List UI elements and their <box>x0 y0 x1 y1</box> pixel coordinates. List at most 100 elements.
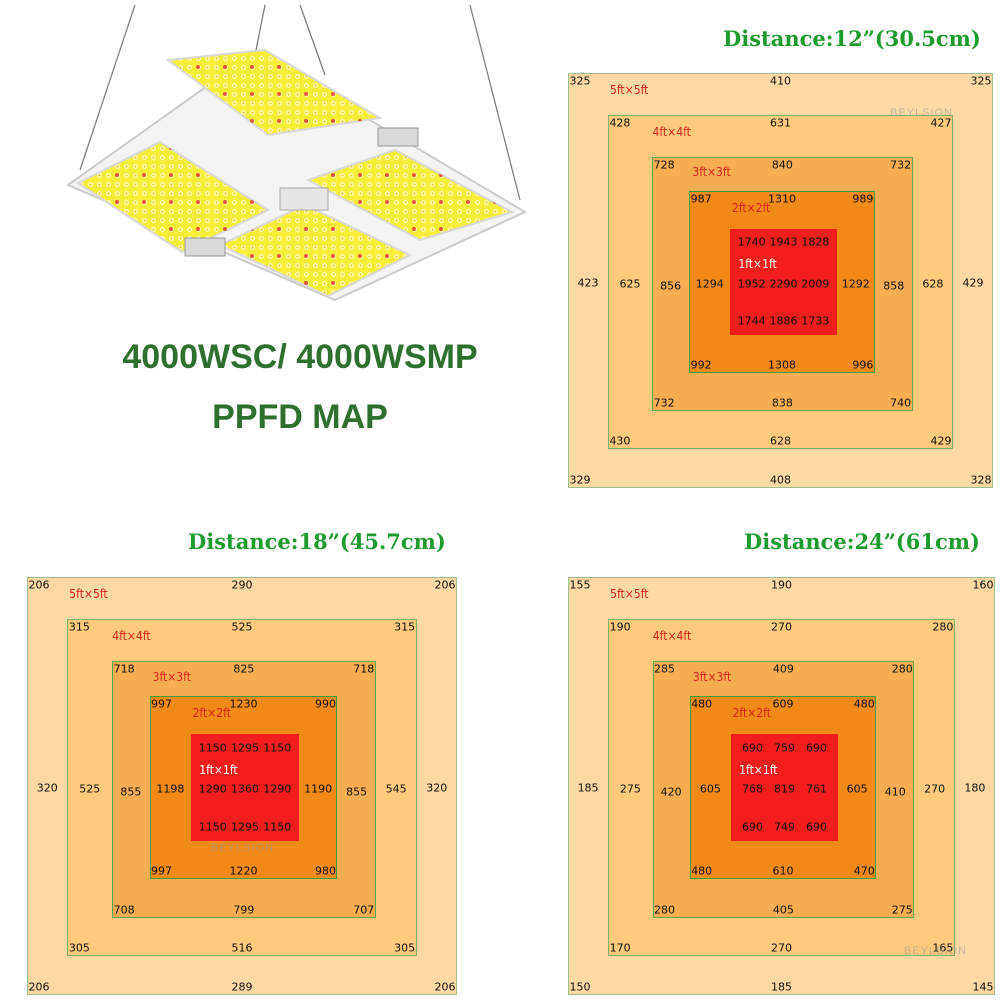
ppfd-value-zone-1ft-c: 2290 <box>769 277 798 291</box>
ppfd-value-zone-1ft-l: 1952 <box>737 277 766 291</box>
zone-label-zone-5ft: 5ft×5ft <box>609 83 649 98</box>
ppfd-value-zone-3ft-t: 825 <box>233 662 255 676</box>
ppfd-value-zone-2ft-br: 980 <box>314 864 336 878</box>
ppfd-value-zone-3ft-b: 799 <box>233 903 255 917</box>
distance-title-12in: Distance:12”(30.5cm) <box>723 26 981 51</box>
ppfd-value-zone-4ft-l: 525 <box>79 782 101 796</box>
ppfd-value-zone-4ft-tr: 315 <box>394 620 416 634</box>
ppfd-value-zone-3ft-br: 707 <box>353 903 375 917</box>
ppfd-value-zone-3ft-tl: 285 <box>654 662 676 676</box>
ppfd-value-zone-1ft-bl: 1744 <box>737 314 766 328</box>
ppfd-value-zone-5ft-bl: 150 <box>569 980 591 994</box>
led-board <box>220 205 410 296</box>
ppfd-value-zone-1ft-b: 1886 <box>769 314 798 328</box>
ppfd-value-zone-2ft-tr: 989 <box>852 192 874 206</box>
ppfd-value-zone-4ft-tl: 428 <box>609 116 631 129</box>
hanging-cable <box>254 4 266 56</box>
ppfd-value-zone-1ft-tr: 690 <box>806 741 827 755</box>
driver-box <box>279 187 329 211</box>
ppfd-value-zone-3ft-br: 275 <box>891 903 913 917</box>
lamp-frame <box>65 50 528 302</box>
ppfd-value-zone-2ft-br: 470 <box>853 864 875 878</box>
ppfd-value-zone-1ft-r: 2009 <box>801 277 830 291</box>
ppfd-value-zone-3ft-tr: 732 <box>890 158 912 172</box>
ppfd-value-zone-2ft-tl: 997 <box>151 697 173 711</box>
ppfd-value-zone-1ft-t: 1295 <box>231 741 259 755</box>
zone-label-zone-4ft: 4ft×4ft <box>652 125 691 140</box>
zone-1ft <box>191 733 299 842</box>
ppfd-value-zone-2ft-bl: 992 <box>690 358 712 372</box>
ppfd-value-zone-5ft-bl: 206 <box>28 980 50 994</box>
ppfd-value-zone-3ft-t: 409 <box>772 662 794 676</box>
ppfd-value-zone-5ft-r: 320 <box>426 781 448 795</box>
ppfd-value-zone-5ft-b: 289 <box>231 980 253 994</box>
ppfd-value-zone-4ft-l: 275 <box>619 782 641 796</box>
ppfd-value-zone-3ft-l: 420 <box>660 785 682 799</box>
ppfd-value-zone-1ft-br: 690 <box>806 820 827 834</box>
ppfd-map-24in: 155 190 160 185 180 150 185 145 5ft×5ft 190 270 280… <box>568 577 995 995</box>
ppfd-value-zone-4ft-bl: 170 <box>609 941 631 955</box>
ppfd-value-zone-2ft-bl: 997 <box>151 864 173 878</box>
ppfd-value-zone-3ft-bl: 732 <box>653 396 675 410</box>
ppfd-value-zone-2ft-t: 1310 <box>767 192 796 206</box>
ppfd-value-zone-3ft-br: 740 <box>890 396 912 410</box>
model-title: 4000WSC/ 4000WSMP <box>122 338 478 376</box>
zone-1ft <box>730 228 837 336</box>
distance-title-18in: Distance:18”(45.7cm) <box>188 529 446 554</box>
ppfd-value-zone-2ft-b: 1220 <box>229 864 258 878</box>
zone-label-zone-1ft: 1ft×1ft <box>739 762 778 777</box>
ppfd-value-zone-1ft-br: 1733 <box>801 314 830 328</box>
ppfd-value-zone-2ft-tl: 987 <box>690 192 712 206</box>
ppfd-value-zone-3ft-l: 855 <box>120 785 142 799</box>
ppfd-value-zone-2ft-tl: 480 <box>691 697 713 711</box>
ppfd-value-zone-4ft-l: 625 <box>619 277 641 291</box>
zone-label-zone-2ft: 2ft×2ft <box>732 705 771 720</box>
ppfd-value-zone-4ft-br: 165 <box>932 941 954 955</box>
ppfd-value-zone-2ft-tr: 990 <box>314 697 336 711</box>
ppfd-value-zone-5ft-bl: 329 <box>569 473 591 487</box>
ppfd-value-zone-5ft-tl: 155 <box>569 578 591 592</box>
ppfd-value-zone-4ft-br: 429 <box>930 434 952 448</box>
ppfd-value-zone-4ft-br: 305 <box>394 941 416 955</box>
ppfd-value-zone-5ft-l: 320 <box>36 781 58 795</box>
ppfd-value-zone-1ft-t: 759 <box>773 741 795 755</box>
grow-light-illustration <box>65 4 528 302</box>
driver-box <box>184 237 226 257</box>
ppfd-value-zone-4ft-b: 628 <box>770 434 791 448</box>
watermark-text: BEYLSION <box>211 842 275 854</box>
ppfd-value-zone-3ft-b: 405 <box>772 903 794 917</box>
ppfd-value-zone-1ft-tl: 1740 <box>737 235 766 249</box>
ppfd-value-zone-4ft-tr: 427 <box>930 116 952 129</box>
ppfd-value-zone-5ft-br: 328 <box>970 473 992 487</box>
ppfd-value-zone-5ft-l: 423 <box>577 276 599 289</box>
zone-label-zone-5ft: 5ft×5ft <box>69 587 108 602</box>
ppfd-value-zone-3ft-bl: 280 <box>654 903 676 917</box>
zone-label-zone-1ft: 1ft×1ft <box>199 762 238 777</box>
zone-label-zone-4ft: 4ft×4ft <box>112 629 151 644</box>
zone-1ft <box>731 733 838 842</box>
ppfd-value-zone-5ft-r: 180 <box>964 781 986 795</box>
ppfd-value-zone-5ft-b: 185 <box>771 980 792 994</box>
hanging-cable <box>469 4 521 201</box>
hanging-cable <box>299 4 326 76</box>
ppfd-value-zone-1ft-bl: 690 <box>741 820 763 834</box>
ppfd-value-zone-2ft-b: 1308 <box>767 358 796 372</box>
zone-label-zone-3ft: 3ft×3ft <box>692 670 732 685</box>
ppfd-value-zone-1ft-tr: 1828 <box>801 235 830 249</box>
ppfd-value-zone-5ft-br: 145 <box>972 980 994 994</box>
ppfd-value-zone-4ft-b: 516 <box>231 941 253 955</box>
ppfd-value-zone-1ft-b: 1295 <box>231 820 259 834</box>
ppfd-value-zone-1ft-tl: 690 <box>741 741 763 755</box>
watermark-text: BEYLSION <box>890 107 954 119</box>
ppfd-value-zone-3ft-tl: 728 <box>653 158 675 172</box>
ppfd-value-zone-2ft-l: 1294 <box>695 277 724 291</box>
ppfd-value-zone-1ft-l: 1290 <box>198 782 227 796</box>
ppfd-value-zone-5ft-tl: 206 <box>28 578 50 592</box>
ppfd-value-zone-1ft-r: 1290 <box>263 782 292 796</box>
ppfd-value-zone-3ft-b: 838 <box>771 396 793 410</box>
ppfd-value-zone-5ft-l: 185 <box>577 781 599 795</box>
ppfd-value-zone-1ft-b: 749 <box>773 820 795 834</box>
ppfd-value-zone-2ft-br: 996 <box>852 358 874 372</box>
ppfd-value-zone-5ft-b: 408 <box>770 473 791 487</box>
zone-label-zone-2ft: 2ft×2ft <box>192 705 231 720</box>
